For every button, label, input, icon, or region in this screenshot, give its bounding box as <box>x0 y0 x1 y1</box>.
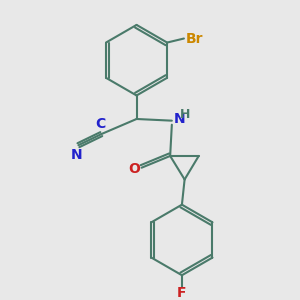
Text: N: N <box>173 112 185 126</box>
Text: N: N <box>71 148 82 162</box>
Text: C: C <box>95 117 106 131</box>
Text: O: O <box>128 162 140 176</box>
Text: F: F <box>177 286 187 300</box>
Text: Br: Br <box>186 32 203 46</box>
Text: H: H <box>179 108 190 121</box>
